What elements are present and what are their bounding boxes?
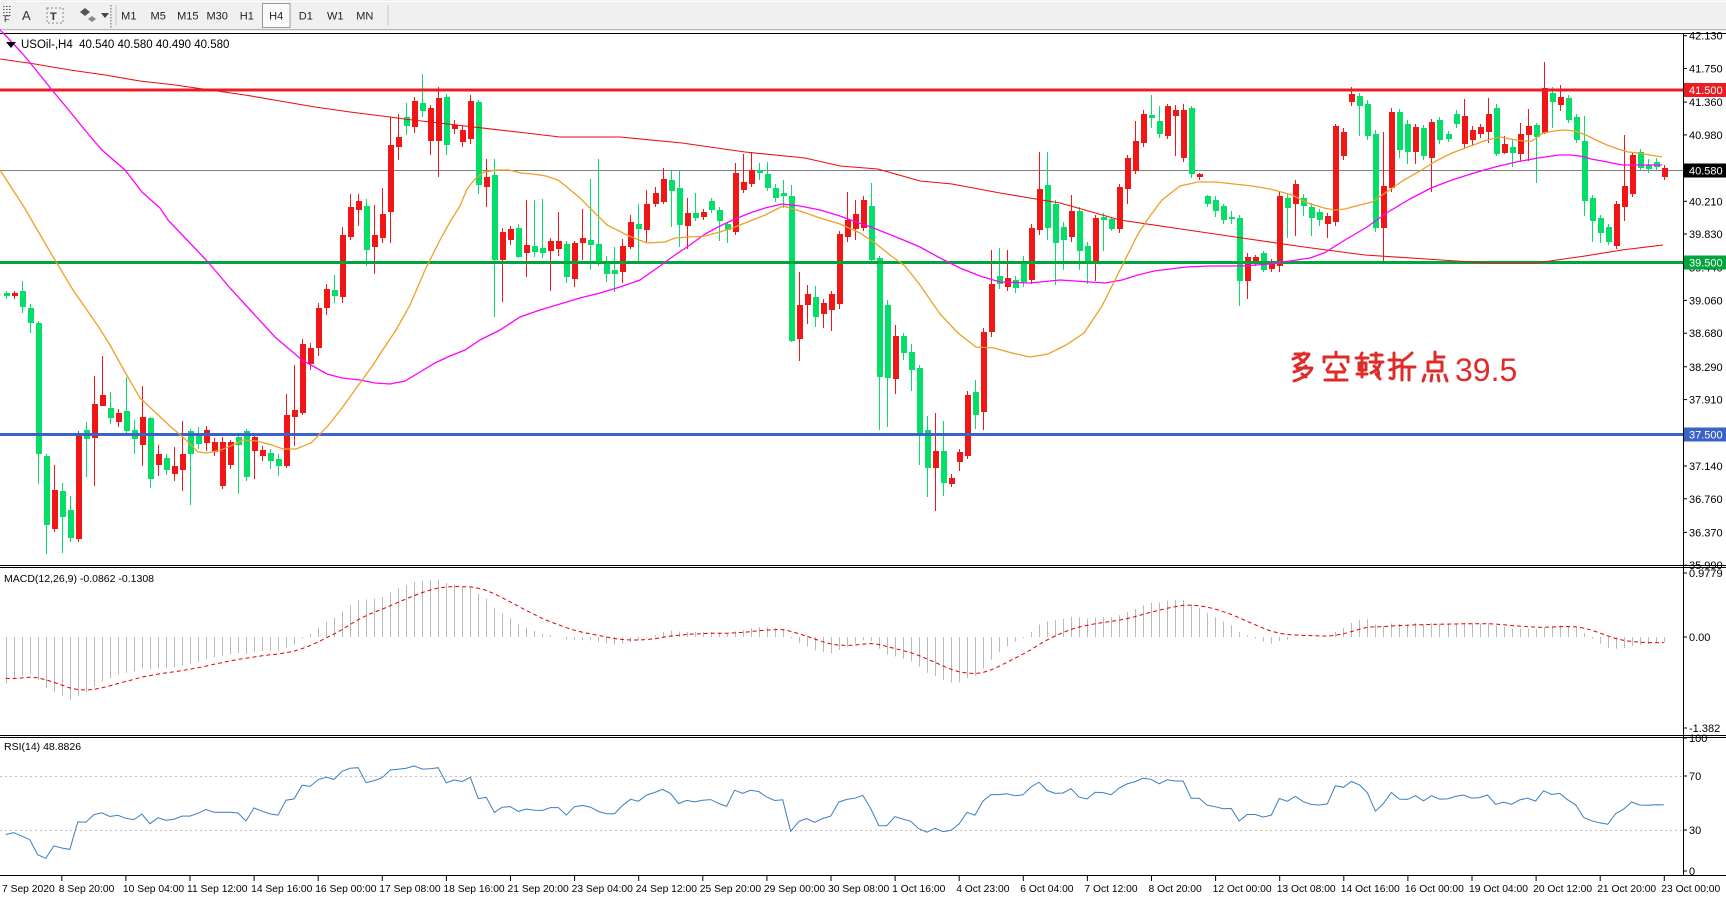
svg-text:38.680: 38.680 [1689,328,1723,340]
svg-text:39.830: 39.830 [1689,229,1723,241]
svg-text:21 Sep 20:00: 21 Sep 20:00 [508,884,570,895]
svg-text:13 Oct 08:00: 13 Oct 08:00 [1277,884,1336,895]
svg-text:20 Oct 12:00: 20 Oct 12:00 [1533,884,1592,895]
svg-text:M30: M30 [206,11,227,23]
svg-text:F: F [4,14,10,24]
svg-text:0.00: 0.00 [1689,632,1710,644]
svg-text:100: 100 [1689,733,1707,745]
svg-text:8 Sep 20:00: 8 Sep 20:00 [59,884,115,895]
svg-text:41.750: 41.750 [1689,64,1723,76]
svg-text:30 Sep 08:00: 30 Sep 08:00 [828,884,890,895]
svg-text:0: 0 [1689,866,1695,878]
svg-text:40.980: 40.980 [1689,130,1723,142]
svg-text:40.580: 40.580 [1689,166,1723,178]
svg-text:0.9779: 0.9779 [1689,568,1723,580]
svg-text:16 Sep 00:00: 16 Sep 00:00 [315,884,377,895]
svg-text:39.500: 39.500 [1689,258,1723,270]
svg-text:MN: MN [356,11,373,23]
svg-text:39.5: 39.5 [1455,352,1517,388]
svg-text:RSI(14) 48.8826: RSI(14) 48.8826 [4,741,81,753]
svg-text:D1: D1 [299,11,313,23]
svg-text:24 Sep 12:00: 24 Sep 12:00 [636,884,698,895]
svg-text:4 Oct 23:00: 4 Oct 23:00 [956,884,1010,895]
svg-text:6 Oct 04:00: 6 Oct 04:00 [1020,884,1074,895]
svg-text:H4: H4 [269,11,283,23]
svg-text:21 Oct 20:00: 21 Oct 20:00 [1597,884,1656,895]
svg-text:M5: M5 [151,11,166,23]
svg-text:40.210: 40.210 [1689,196,1723,208]
svg-text:USOil-,H4 40.540 40.580 40.49: USOil-,H4 40.540 40.580 40.490 40.580 [21,39,229,51]
svg-text:M1: M1 [121,11,136,23]
svg-text:29 Sep 00:00: 29 Sep 00:00 [764,884,826,895]
svg-text:18 Sep 16:00: 18 Sep 16:00 [443,884,505,895]
svg-text:39.060: 39.060 [1689,295,1723,307]
svg-text:W1: W1 [327,11,344,23]
svg-text:A: A [22,8,31,23]
svg-text:38.290: 38.290 [1689,362,1723,374]
svg-text:12 Oct 00:00: 12 Oct 00:00 [1213,884,1272,895]
svg-text:MACD(12,26,9) -0.0862 -0.1308: MACD(12,26,9) -0.0862 -0.1308 [4,573,154,585]
svg-text:23 Sep 04:00: 23 Sep 04:00 [572,884,634,895]
svg-text:10 Sep 04:00: 10 Sep 04:00 [123,884,185,895]
svg-text:25 Sep 20:00: 25 Sep 20:00 [700,884,762,895]
svg-text:14 Sep 16:00: 14 Sep 16:00 [251,884,313,895]
svg-text:7 Sep 2020: 7 Sep 2020 [2,884,55,895]
svg-text:17 Sep 08:00: 17 Sep 08:00 [379,884,441,895]
svg-text:37.910: 37.910 [1689,395,1723,407]
svg-text:36.760: 36.760 [1689,494,1723,506]
svg-text:-1.382: -1.382 [1689,723,1720,735]
svg-text:23 Oct 00:00: 23 Oct 00:00 [1661,884,1720,895]
svg-text:7 Oct 12:00: 7 Oct 12:00 [1084,884,1138,895]
svg-text:11 Sep 12:00: 11 Sep 12:00 [187,884,248,895]
svg-text:70: 70 [1689,771,1701,783]
svg-text:41.500: 41.500 [1689,85,1723,97]
svg-text:35.990: 35.990 [1689,560,1723,572]
svg-text:8 Oct 20:00: 8 Oct 20:00 [1149,884,1203,895]
svg-text:1 Oct 16:00: 1 Oct 16:00 [892,884,946,895]
svg-text:16 Oct 00:00: 16 Oct 00:00 [1405,884,1464,895]
svg-text:36.370: 36.370 [1689,527,1723,539]
svg-text:M15: M15 [177,11,198,23]
svg-text:42.130: 42.130 [1689,31,1723,43]
svg-text:37.500: 37.500 [1689,430,1723,442]
svg-text:30: 30 [1689,825,1701,837]
svg-text:T: T [50,11,57,23]
svg-text:37.140: 37.140 [1689,461,1723,473]
svg-text:H1: H1 [240,11,254,23]
svg-text:14 Oct 16:00: 14 Oct 16:00 [1341,884,1400,895]
svg-text:41.360: 41.360 [1689,97,1723,109]
svg-text:19 Oct 04:00: 19 Oct 04:00 [1469,884,1528,895]
